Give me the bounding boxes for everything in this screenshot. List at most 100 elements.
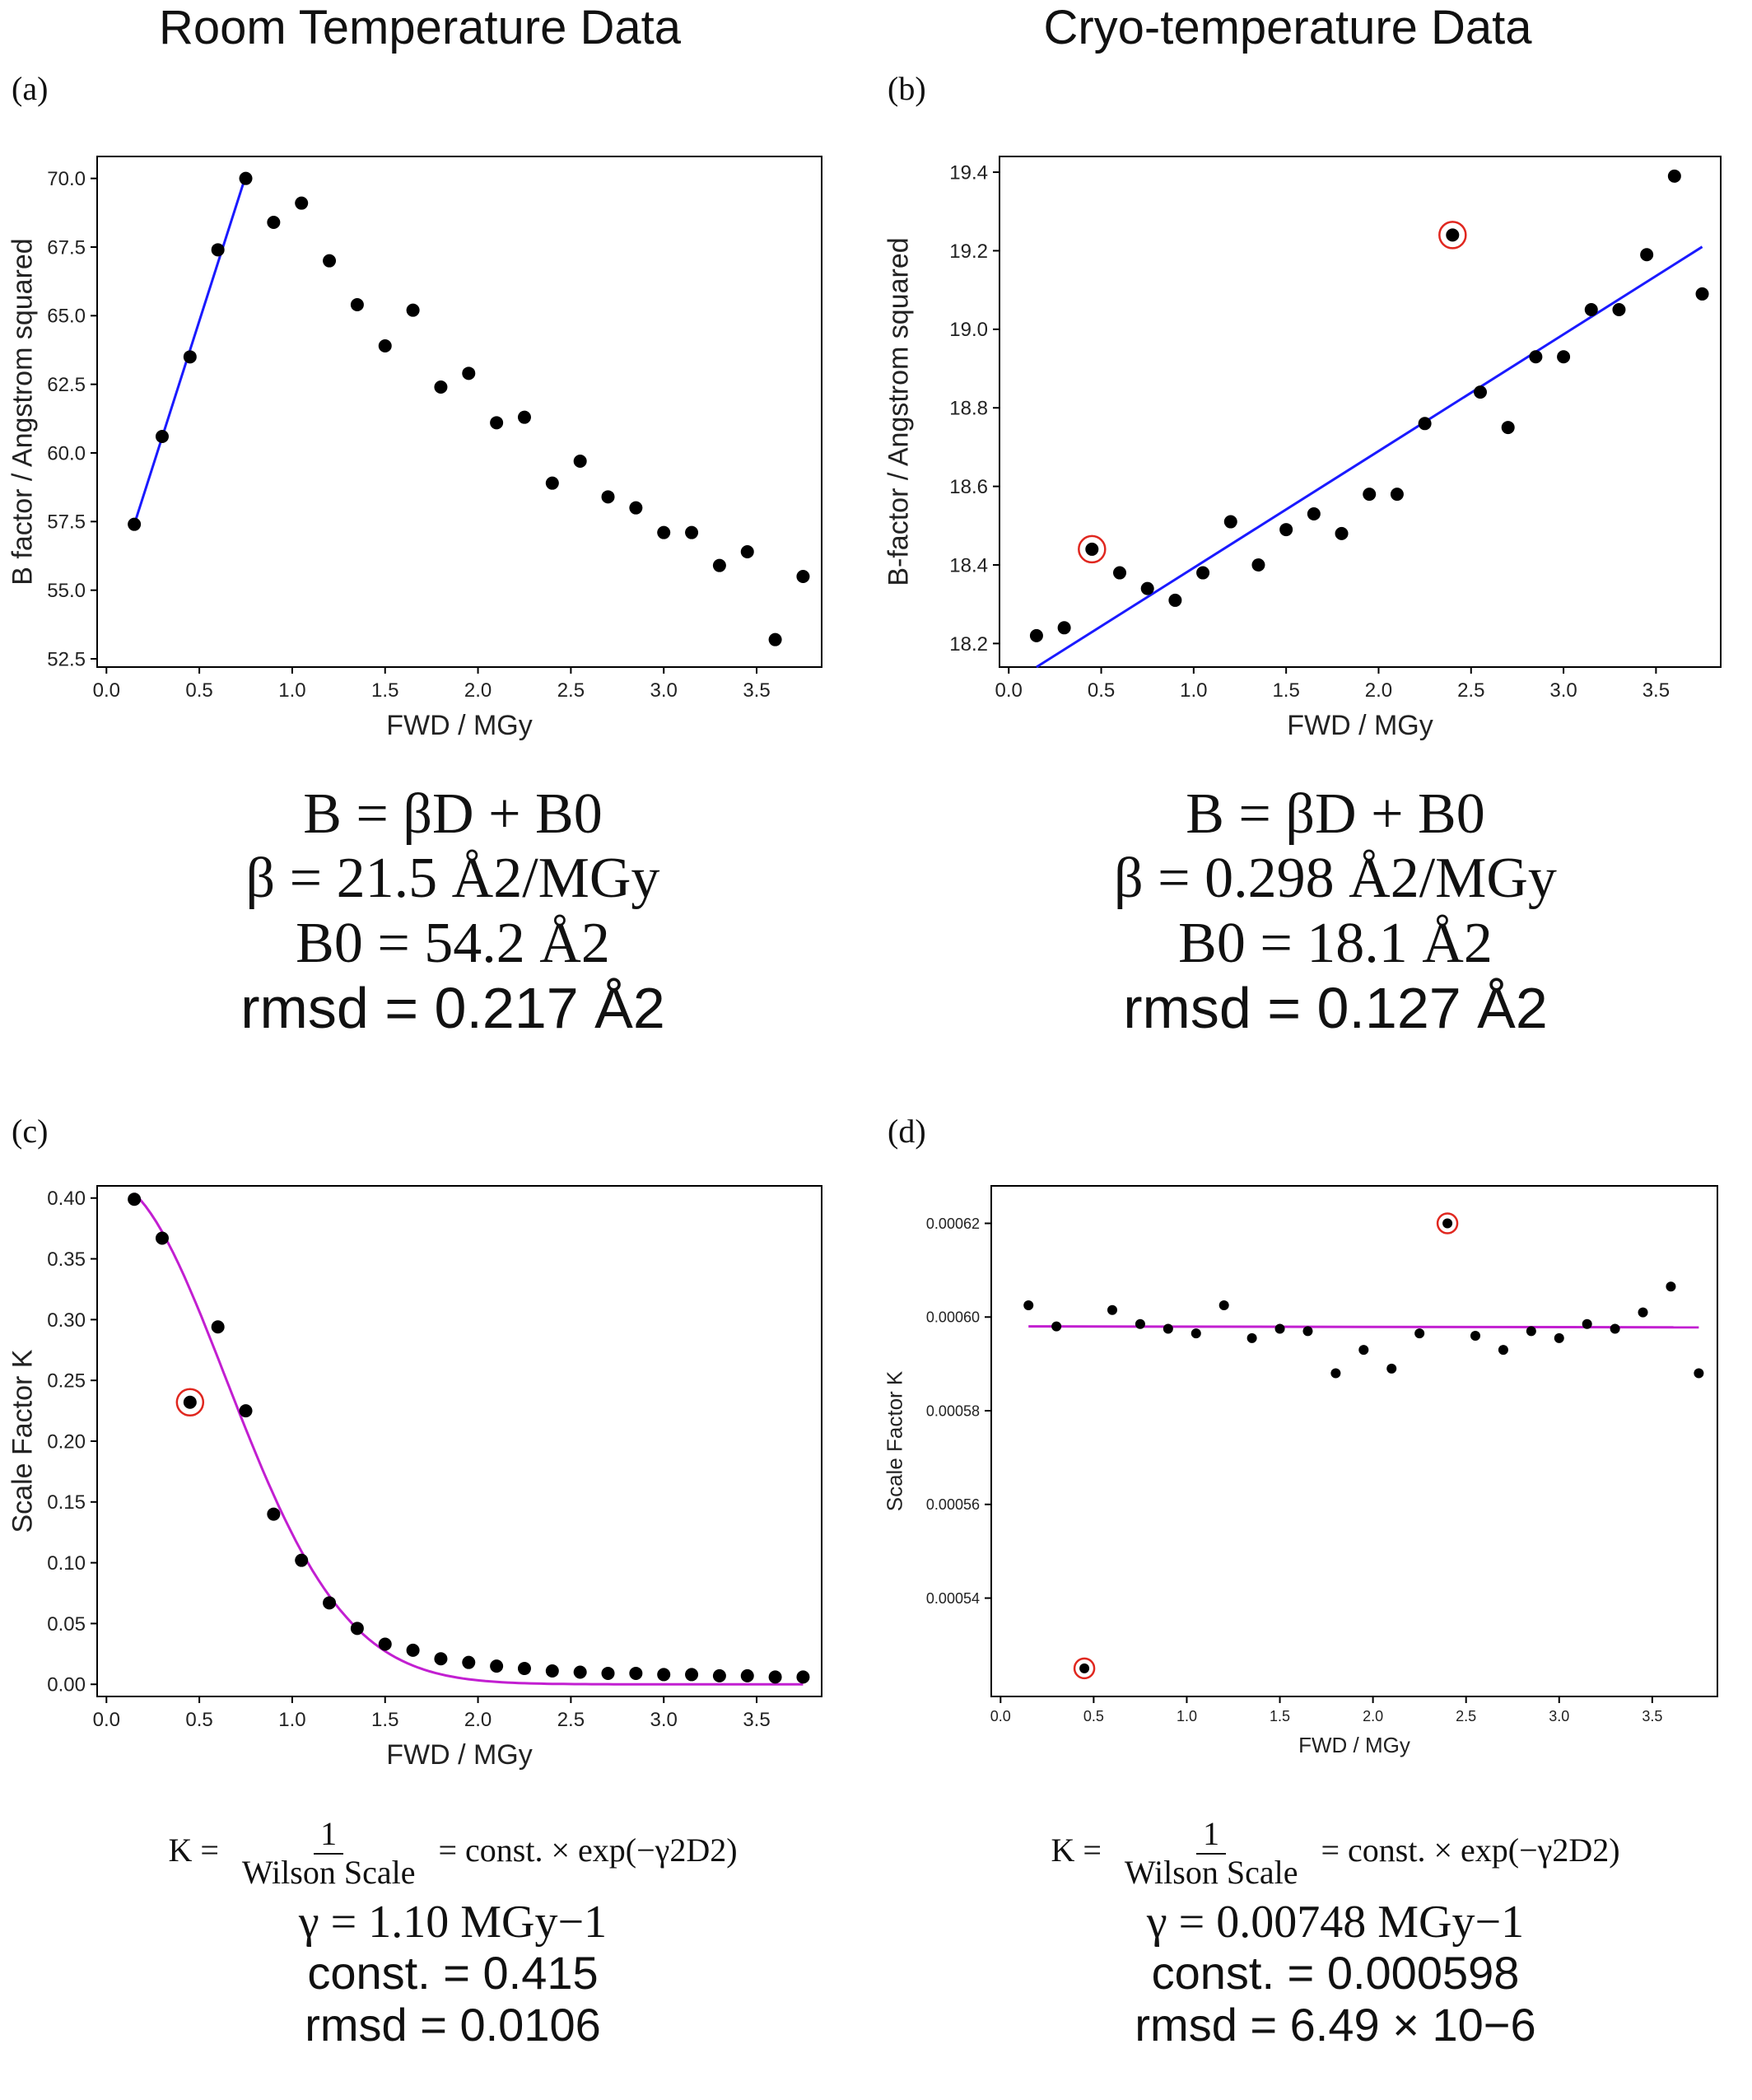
panel-label-c: (c) xyxy=(12,1113,49,1150)
plot-frame xyxy=(96,156,822,668)
data-point xyxy=(1223,515,1237,529)
chart-d: 0.0 0.5 1.0 1.5 2.0 2.5 3.0 3.5 0.00054 0.00056 0.… xyxy=(882,1185,1718,1757)
eq-b-rmsd: rmsd = 0.127 Å2 xyxy=(1123,976,1548,1041)
data-point xyxy=(657,1668,671,1682)
x-tick-label: 0.5 xyxy=(1088,679,1115,702)
y-tick-label: 65.0 xyxy=(47,306,86,328)
eq-d-rhs: = const. × exp(−γ2D2) xyxy=(1321,1831,1620,1869)
x-axis-label: FWD / MGy xyxy=(1287,710,1433,741)
data-point xyxy=(323,1596,337,1610)
data-point xyxy=(685,1668,699,1682)
data-point xyxy=(1498,1345,1508,1356)
eq-d-rmsd: rmsd = 6.49 × 10−6 xyxy=(1135,1999,1536,2051)
data-point xyxy=(1390,488,1404,502)
data-point xyxy=(1140,581,1154,595)
data-point xyxy=(712,1668,726,1682)
data-point xyxy=(712,558,726,572)
x-tick-label: 0.5 xyxy=(185,1709,212,1731)
data-point xyxy=(1335,526,1349,540)
y-tick-label: 0.00054 xyxy=(926,1590,980,1607)
fit-curve xyxy=(133,1192,804,1686)
data-point xyxy=(406,303,420,317)
y-tick-label: 0.25 xyxy=(47,1370,86,1393)
data-point xyxy=(740,545,754,558)
y-tick-label: 0.10 xyxy=(47,1552,86,1575)
panel-label-a: (a) xyxy=(12,70,49,107)
data-point xyxy=(128,517,142,531)
x-tick-label: 1.5 xyxy=(371,679,398,702)
data-point xyxy=(239,1404,253,1418)
x-tick-label: 1.5 xyxy=(371,1709,398,1731)
x-tick-label: 3.0 xyxy=(1549,1708,1569,1724)
data-point xyxy=(1501,421,1515,435)
eq-d-lhs: K = xyxy=(1051,1831,1102,1869)
data-point xyxy=(1666,1281,1676,1292)
eq-d-denominator: Wilson Scale xyxy=(1124,1853,1298,1891)
eq-a-b0: B0 = 54.2 Å2 xyxy=(296,911,610,975)
data-point xyxy=(1529,350,1543,364)
data-point xyxy=(490,1659,504,1673)
eq-d-gamma: γ = 0.00748 MGy−1 xyxy=(1146,1896,1525,1948)
equations-c: K = 1 Wilson Scale = const. × exp(−γ2D2)… xyxy=(41,1815,864,2051)
x-tick-label: 0.5 xyxy=(185,679,212,702)
data-point xyxy=(1554,1332,1564,1343)
x-tick-label: 0.5 xyxy=(1083,1708,1104,1724)
right-column-title: Cryo-temperature Data xyxy=(1043,1,1532,54)
data-point xyxy=(1246,1332,1257,1343)
x-tick-label: 2.5 xyxy=(1456,1708,1476,1724)
eq-a-rmsd: rmsd = 0.217 Å2 xyxy=(240,976,665,1041)
data-point xyxy=(685,525,699,539)
data-point xyxy=(183,350,197,364)
x-tick-label: 1.0 xyxy=(1177,1708,1197,1724)
x-tick-label: 3.5 xyxy=(1642,1708,1662,1724)
eq-d-model: K = 1 Wilson Scale = const. × exp(−γ2D2) xyxy=(924,1815,1747,1892)
data-point xyxy=(1418,417,1432,431)
eq-c-numerator: 1 xyxy=(314,1815,344,1855)
x-tick-label: 2.5 xyxy=(557,1709,585,1731)
data-point xyxy=(267,216,281,229)
y-tick-label: 18.4 xyxy=(949,554,988,576)
data-point xyxy=(1640,248,1654,262)
data-point xyxy=(545,1664,559,1678)
eq-b-b0: B0 = 18.1 Å2 xyxy=(1178,911,1493,975)
data-point xyxy=(1695,287,1709,301)
data-point xyxy=(601,1666,615,1680)
fit-line xyxy=(1028,1325,1699,1329)
y-tick-label: 57.5 xyxy=(47,511,86,534)
data-point xyxy=(1610,1323,1620,1334)
data-point xyxy=(1667,169,1681,183)
data-point xyxy=(1051,1321,1062,1332)
x-axis-label: FWD / MGy xyxy=(386,1739,533,1771)
equations-b: B = βD + B0 β = 0.298 Å2/MGy B0 = 18.1 Å… xyxy=(924,782,1747,1041)
data-point xyxy=(1307,507,1321,520)
data-point xyxy=(1446,228,1460,242)
data-point xyxy=(1474,385,1487,399)
data-point xyxy=(1694,1368,1704,1379)
data-point xyxy=(1279,523,1293,537)
x-tick-label: 2.0 xyxy=(1365,679,1392,702)
x-axis-label: FWD / MGy xyxy=(1298,1733,1410,1757)
x-tick-label: 3.5 xyxy=(1642,679,1670,702)
plot-frame xyxy=(96,1185,822,1697)
data-point xyxy=(211,1320,225,1334)
data-point xyxy=(517,410,531,424)
data-point xyxy=(323,254,337,268)
eq-d-fraction: 1 Wilson Scale xyxy=(1118,1815,1305,1892)
data-point xyxy=(657,525,671,539)
y-tick-label: 0.20 xyxy=(47,1430,86,1453)
fit-line xyxy=(1036,245,1703,669)
equations-a: B = βD + B0 β = 21.5 Å2/MGy B0 = 54.2 Å2… xyxy=(41,782,864,1041)
data-point xyxy=(796,570,810,583)
y-tick-label: 0.00 xyxy=(47,1674,86,1696)
data-point xyxy=(1557,350,1571,364)
panel-label-b: (b) xyxy=(888,70,926,107)
data-point xyxy=(1163,1323,1173,1334)
y-tick-label: 0.40 xyxy=(47,1188,86,1210)
x-tick-label: 2.5 xyxy=(1457,679,1484,702)
data-point xyxy=(1470,1331,1480,1342)
x-tick-label: 1.5 xyxy=(1270,1708,1290,1724)
data-point xyxy=(796,1670,810,1684)
data-point xyxy=(350,1622,364,1636)
x-tick-label: 2.0 xyxy=(1363,1708,1383,1724)
y-tick-label: 0.15 xyxy=(47,1491,86,1514)
